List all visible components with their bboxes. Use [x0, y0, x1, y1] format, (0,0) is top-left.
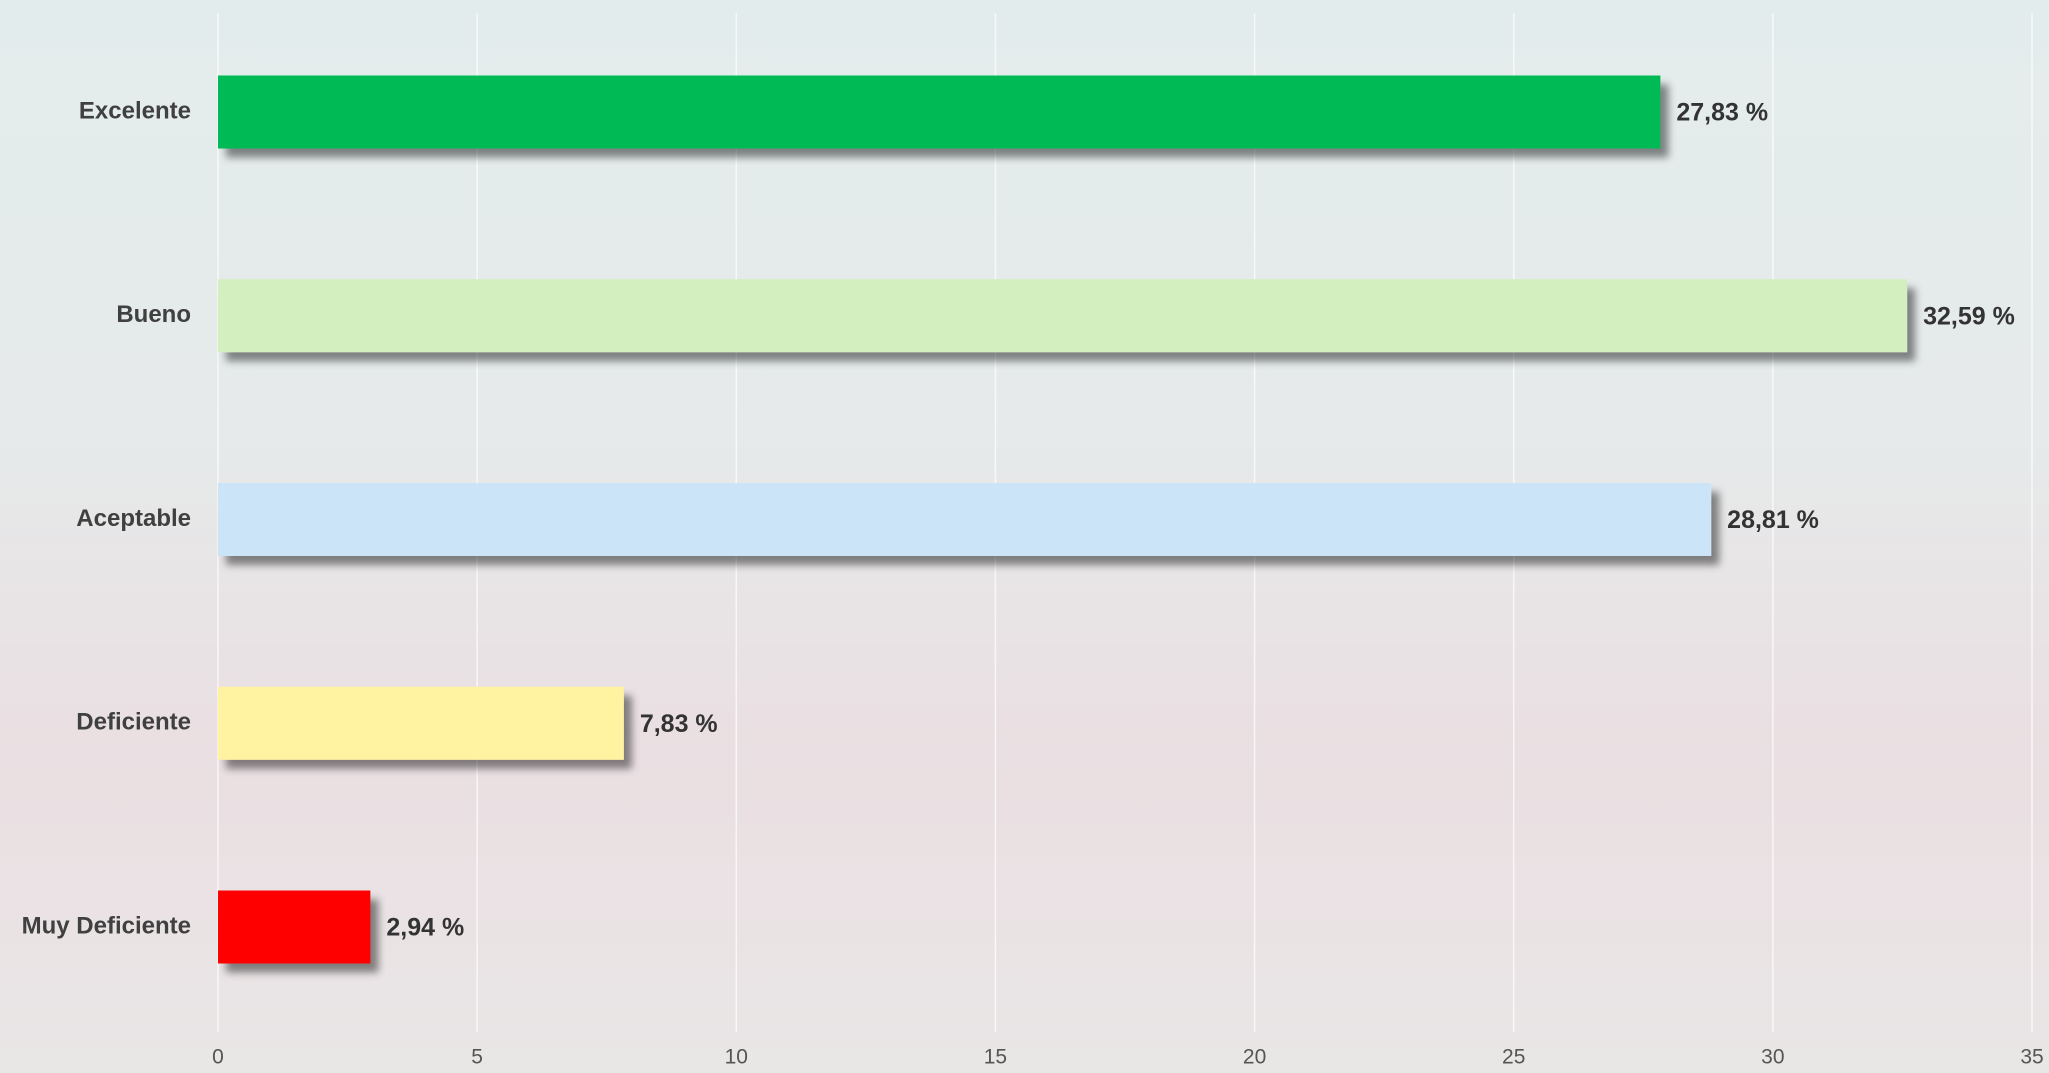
value-label: 28,81 %: [1727, 506, 1819, 534]
category-label: Excelente: [79, 97, 191, 124]
value-label: 27,83 %: [1676, 99, 1768, 127]
bar: [218, 687, 624, 760]
x-tick-label: 10: [725, 1046, 748, 1069]
x-tick-label: 25: [1502, 1046, 1525, 1069]
category-label: Deficiente: [76, 709, 191, 736]
chart: 0 5 10 15 20 25 30 35 Excelente 27,83 % Bueno 32,59…: [0, 0, 2049, 1073]
category-label: Muy Deficiente: [22, 912, 191, 939]
bar: [218, 76, 1660, 149]
x-tick-label: 15: [984, 1046, 1007, 1069]
bar: [218, 279, 1907, 352]
bar: [218, 891, 370, 964]
value-label: 7,83 %: [640, 710, 718, 738]
x-tick-label: 5: [471, 1046, 483, 1069]
x-tick-label: 35: [2020, 1046, 2043, 1069]
value-label: 32,59 %: [1923, 302, 2015, 330]
x-tick-label: 20: [1243, 1046, 1266, 1069]
bar: [218, 483, 1711, 556]
category-label: Aceptable: [76, 505, 191, 532]
category-label: Bueno: [116, 301, 191, 328]
x-tick-label: 0: [212, 1046, 224, 1069]
value-label: 2,94 %: [386, 914, 464, 942]
x-tick-label: 30: [1761, 1046, 1784, 1069]
